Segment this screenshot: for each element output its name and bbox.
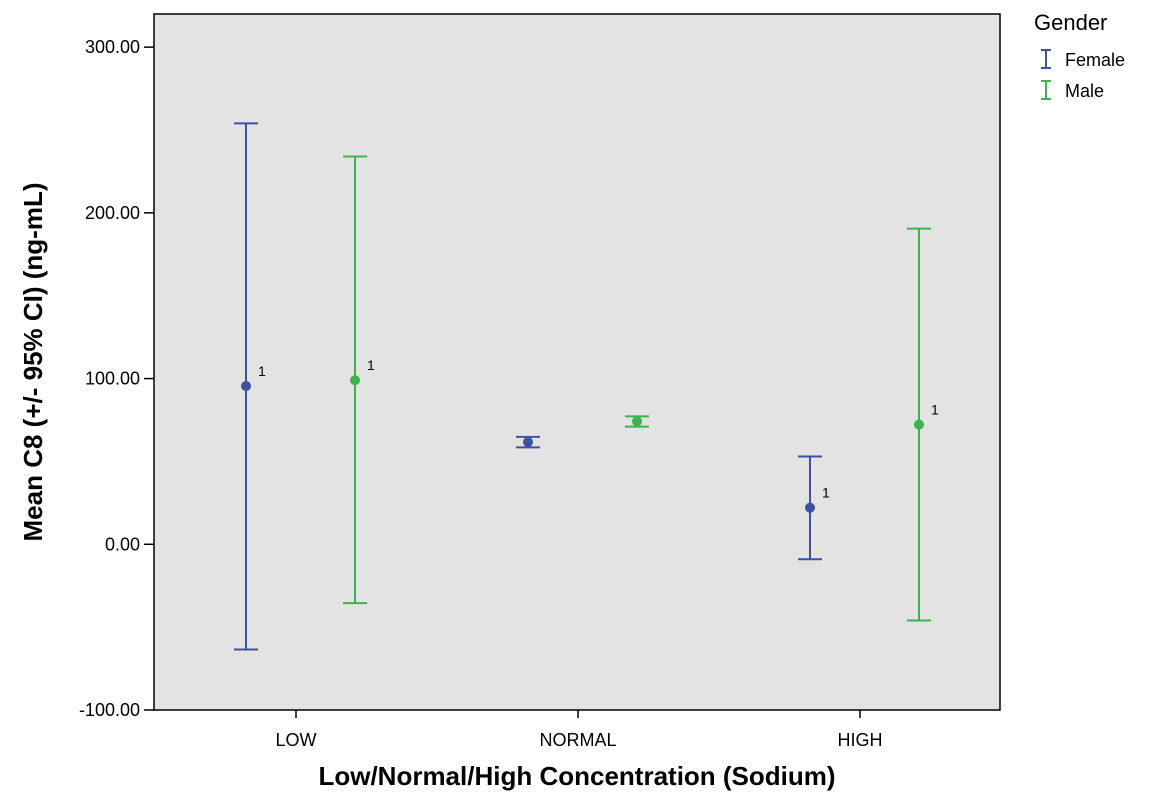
x-tick-label: NORMAL <box>539 730 616 750</box>
y-tick-label: 200.00 <box>85 203 140 223</box>
plot-area <box>153 13 1001 711</box>
x-axis-title: Low/Normal/High Concentration (Sodium) <box>318 761 835 791</box>
legend-title: Gender <box>1034 10 1107 35</box>
y-tick-label: 300.00 <box>85 37 140 57</box>
x-axis: LOW NORMAL HIGH <box>275 710 883 750</box>
legend-entry-female: Female <box>1041 49 1125 70</box>
point-label: 1 <box>822 485 830 501</box>
error-bar-male-low: 1 <box>343 155 375 605</box>
legend-label: Female <box>1065 50 1125 70</box>
y-axis: -100.00 0.00 100.00 200.00 300.00 <box>79 37 154 720</box>
error-bar-female-normal <box>516 435 540 449</box>
mean-point <box>632 416 642 427</box>
mean-point <box>523 437 533 448</box>
mean-point <box>350 375 360 386</box>
y-tick-label: 0.00 <box>105 534 140 554</box>
error-bar-female-high: 1 <box>798 455 830 561</box>
legend: Gender Female Male <box>1034 10 1125 101</box>
mean-point <box>914 419 924 430</box>
mean-point <box>241 381 251 392</box>
legend-label: Male <box>1065 81 1104 101</box>
error-bar-male-normal <box>625 415 649 428</box>
point-label: 1 <box>258 363 266 379</box>
y-tick-label: -100.00 <box>79 700 140 720</box>
x-tick-label: LOW <box>275 730 316 750</box>
y-tick-label: 100.00 <box>85 369 140 389</box>
x-tick-label: HIGH <box>838 730 883 750</box>
error-bar-female-low: 1 <box>234 122 266 651</box>
mean-point <box>805 502 815 513</box>
y-axis-title: Mean C8 (+/- 95% CI) (ng-mL) <box>18 183 48 542</box>
point-label: 1 <box>367 357 375 373</box>
series-layer: 1 1 1 1 <box>234 122 939 651</box>
error-bar-male-high: 1 <box>907 227 939 622</box>
point-label: 1 <box>931 402 939 418</box>
legend-entry-male: Male <box>1041 80 1104 101</box>
